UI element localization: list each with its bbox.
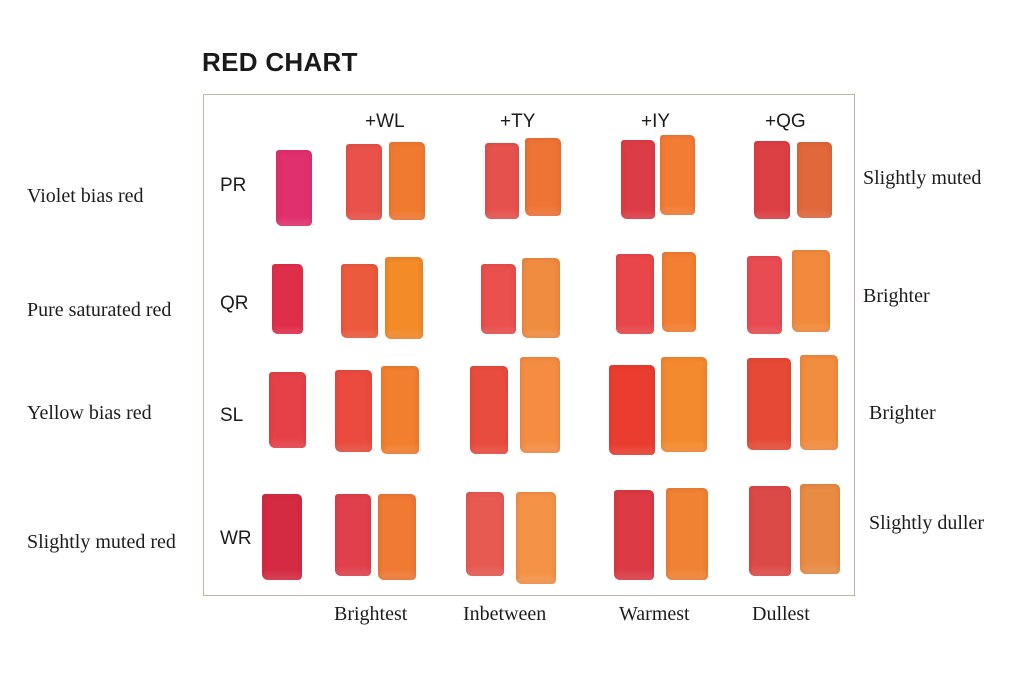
- swatch-pr-iy-b: [660, 135, 695, 215]
- row-description-muted: Slightly muted red: [27, 531, 176, 553]
- swatch-pr-wl-b: [389, 142, 425, 220]
- swatch-qr-qg-a: [747, 256, 782, 334]
- swatch-wr-qg-a: [749, 486, 791, 576]
- bottom-label-inbetween: Inbetween: [463, 603, 547, 625]
- bottom-label-warmest: Warmest: [619, 603, 690, 625]
- swatch-wr-wl-b: [378, 494, 416, 580]
- swatch-sl-iy-b: [661, 357, 707, 452]
- swatch-wr-ty-a: [466, 492, 504, 576]
- swatch-sl-iy-a: [609, 365, 655, 455]
- column-header-ty: +TY: [500, 111, 536, 132]
- swatch-pr-ty-b: [525, 138, 561, 216]
- swatch-wr-base: [262, 494, 302, 580]
- swatch-sl-wl-a: [335, 370, 372, 452]
- swatch-pr-iy-a: [621, 140, 655, 219]
- swatch-sl-ty-a: [470, 366, 508, 454]
- column-header-qg: +QG: [765, 111, 806, 132]
- row-code-sl: SL: [220, 405, 244, 426]
- row-note-pr: Slightly muted: [863, 167, 982, 189]
- column-header-iy: +IY: [641, 111, 671, 132]
- row-code-wr: WR: [220, 528, 252, 549]
- swatch-pr-ty-a: [485, 143, 519, 219]
- bottom-label-brightest: Brightest: [334, 603, 408, 625]
- swatch-qr-iy-b: [662, 252, 696, 332]
- swatch-wr-iy-a: [614, 490, 654, 580]
- swatch-sl-wl-b: [381, 366, 419, 454]
- swatch-sl-qg-a: [747, 358, 791, 450]
- swatch-sl-qg-b: [800, 355, 838, 450]
- swatch-pr-base: [276, 150, 312, 226]
- swatch-pr-wl-a: [346, 144, 382, 220]
- swatch-qr-wl-a: [341, 264, 378, 338]
- swatch-qr-qg-b: [792, 250, 830, 332]
- swatch-qr-ty-b: [522, 258, 560, 338]
- bottom-label-dullest: Dullest: [752, 603, 810, 625]
- swatch-qr-wl-b: [385, 257, 423, 339]
- swatch-sl-ty-b: [520, 357, 560, 453]
- swatch-sl-base: [269, 372, 306, 448]
- row-code-pr: PR: [220, 175, 247, 196]
- row-note-sl: Brighter: [869, 402, 936, 424]
- row-note-qr: Brighter: [863, 285, 930, 307]
- swatch-wr-ty-b: [516, 492, 556, 584]
- swatch-wr-wl-a: [335, 494, 371, 576]
- row-note-wr: Slightly duller: [869, 512, 984, 534]
- row-description-violet: Violet bias red: [27, 185, 144, 207]
- swatch-qr-iy-a: [616, 254, 654, 334]
- swatch-pr-qg-a: [754, 141, 790, 219]
- row-description-pure: Pure saturated red: [27, 299, 172, 321]
- swatch-wr-iy-b: [666, 488, 708, 580]
- swatch-wr-qg-b: [800, 484, 840, 574]
- swatch-pr-qg-b: [797, 142, 832, 218]
- chart-frame: [203, 94, 855, 596]
- column-header-wl: +WL: [365, 111, 405, 132]
- row-code-qr: QR: [220, 293, 249, 314]
- swatch-qr-ty-a: [481, 264, 516, 334]
- chart-title: RED CHART: [202, 47, 358, 77]
- swatch-qr-base: [272, 264, 303, 334]
- row-description-yellow: Yellow bias red: [27, 402, 152, 424]
